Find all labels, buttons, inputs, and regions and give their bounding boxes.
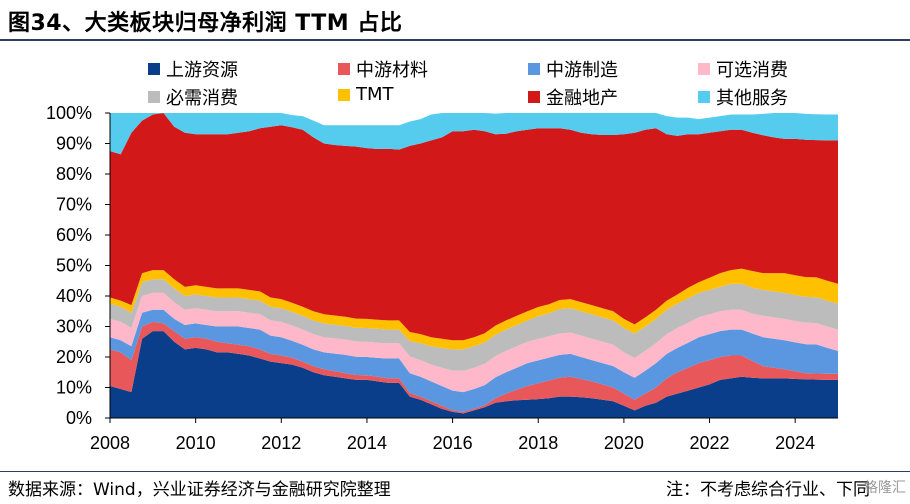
y-tick-label: 10% xyxy=(56,378,92,398)
legend-swatch xyxy=(148,63,160,75)
area-series xyxy=(110,321,838,414)
footnote: 注：不考虑综合行业、下同 xyxy=(666,480,870,500)
legend-label: 中游材料 xyxy=(356,60,428,81)
source-note: 数据来源：Wind，兴业证券经济与金融研究院整理 xyxy=(8,480,391,500)
legend-label: 必需消费 xyxy=(166,88,238,109)
y-tick-label: 20% xyxy=(56,347,92,367)
area-series xyxy=(110,309,838,412)
legend-label: 中游制造 xyxy=(546,60,618,81)
legend-label: TMT xyxy=(356,84,394,105)
chart-title: 图34、大类板块归母净利润 TTM 占比 xyxy=(8,11,403,36)
y-tick-label: 90% xyxy=(56,134,92,154)
x-tick-label: 2020 xyxy=(604,433,644,453)
legend-swatch xyxy=(528,63,540,75)
legend-swatch xyxy=(528,91,540,103)
y-tick-label: 40% xyxy=(56,286,92,306)
y-tick-label: 0% xyxy=(66,408,92,428)
x-tick-label: 2016 xyxy=(433,433,473,453)
area-layers xyxy=(110,113,838,418)
legend-item: 中游制造 xyxy=(528,56,618,82)
area-series xyxy=(110,113,838,341)
footer-divider xyxy=(0,471,910,472)
x-tick-label: 2018 xyxy=(518,433,558,453)
x-tick-label: 2012 xyxy=(261,433,301,453)
legend-swatch xyxy=(698,63,710,75)
title-divider xyxy=(0,39,910,41)
y-tick-label: 70% xyxy=(56,195,92,215)
x-tick-label: 2014 xyxy=(347,433,387,453)
area-series xyxy=(110,292,838,393)
legend-label: 金融地产 xyxy=(546,88,618,109)
axes: 0% 10% 20% 30% 40% 50% 60% 70% 80% 90% 100% 2008 201… xyxy=(46,103,838,453)
legend-item: TMT xyxy=(338,84,394,105)
area-series xyxy=(110,331,838,418)
area-series xyxy=(110,113,838,155)
legend-item: 可选消费 xyxy=(698,56,788,82)
legend-item: 中游材料 xyxy=(338,56,428,82)
legend-label: 其他服务 xyxy=(716,88,788,109)
legend-swatch xyxy=(338,88,350,101)
legend-swatch xyxy=(338,63,350,75)
y-tick-label: 60% xyxy=(56,225,92,245)
legend-item: 上游资源 xyxy=(148,56,238,82)
legend-item: 其他服务 xyxy=(698,84,788,110)
y-tick-label: 80% xyxy=(56,164,92,184)
legend-item: 金融地产 xyxy=(528,84,618,110)
x-tick-label: 2008 xyxy=(90,433,130,453)
y-tick-label: 100% xyxy=(46,103,92,123)
y-tick-label: 30% xyxy=(56,317,92,337)
x-tick-label: 2022 xyxy=(690,433,730,453)
legend-label: 可选消费 xyxy=(716,60,788,81)
legend-label: 上游资源 xyxy=(166,60,238,81)
area-series xyxy=(110,268,838,350)
y-tick-label: 50% xyxy=(56,256,92,276)
x-tick-label: 2024 xyxy=(775,433,815,453)
area-series xyxy=(110,279,838,371)
watermark: 格隆汇 xyxy=(864,480,906,496)
legend-item: 必需消费 xyxy=(148,84,238,110)
x-tick-label: 2010 xyxy=(176,433,216,453)
legend-swatch xyxy=(148,91,160,103)
legend-swatch xyxy=(698,91,710,103)
